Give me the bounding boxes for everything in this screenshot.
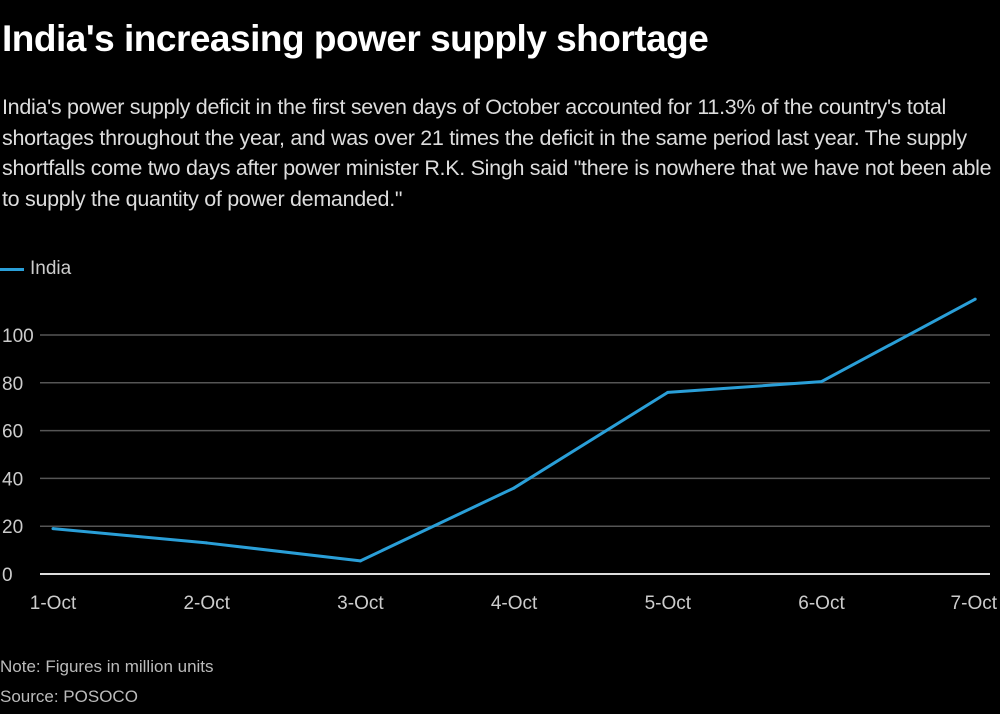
- legend-swatch: [0, 267, 24, 271]
- x-tick-label: 2-Oct: [183, 593, 230, 614]
- data-point: [512, 486, 516, 490]
- x-tick-label: 1-Oct: [30, 593, 77, 614]
- source: Source: POSOCO: [0, 687, 138, 706]
- y-tick-label: 20: [2, 517, 23, 538]
- x-tick-label: 6-Oct: [798, 593, 845, 614]
- chart-subtitle: India's power supply deficit in the firs…: [2, 95, 992, 211]
- data-point: [51, 527, 55, 531]
- y-tick-label: 40: [2, 469, 23, 490]
- data-point: [205, 541, 209, 545]
- legend: India: [0, 258, 71, 280]
- data-point: [666, 390, 670, 394]
- data-point: [358, 559, 362, 563]
- data-point: [973, 297, 977, 301]
- y-tick-label: 60: [2, 422, 23, 443]
- x-tick-label: 4-Oct: [491, 593, 538, 614]
- y-tick-label: 100: [2, 326, 34, 347]
- x-tick-label: 7-Oct: [951, 593, 998, 614]
- y-tick-label: 80: [2, 374, 23, 395]
- note: Note: Figures in million units: [0, 657, 214, 676]
- y-tick-label: 0: [2, 565, 13, 586]
- legend-label: India: [30, 258, 72, 279]
- x-tick-label: 3-Oct: [337, 593, 384, 614]
- x-tick-label: 5-Oct: [645, 593, 692, 614]
- data-point: [820, 380, 823, 384]
- chart-title: India's increasing power supply shortage: [2, 18, 709, 59]
